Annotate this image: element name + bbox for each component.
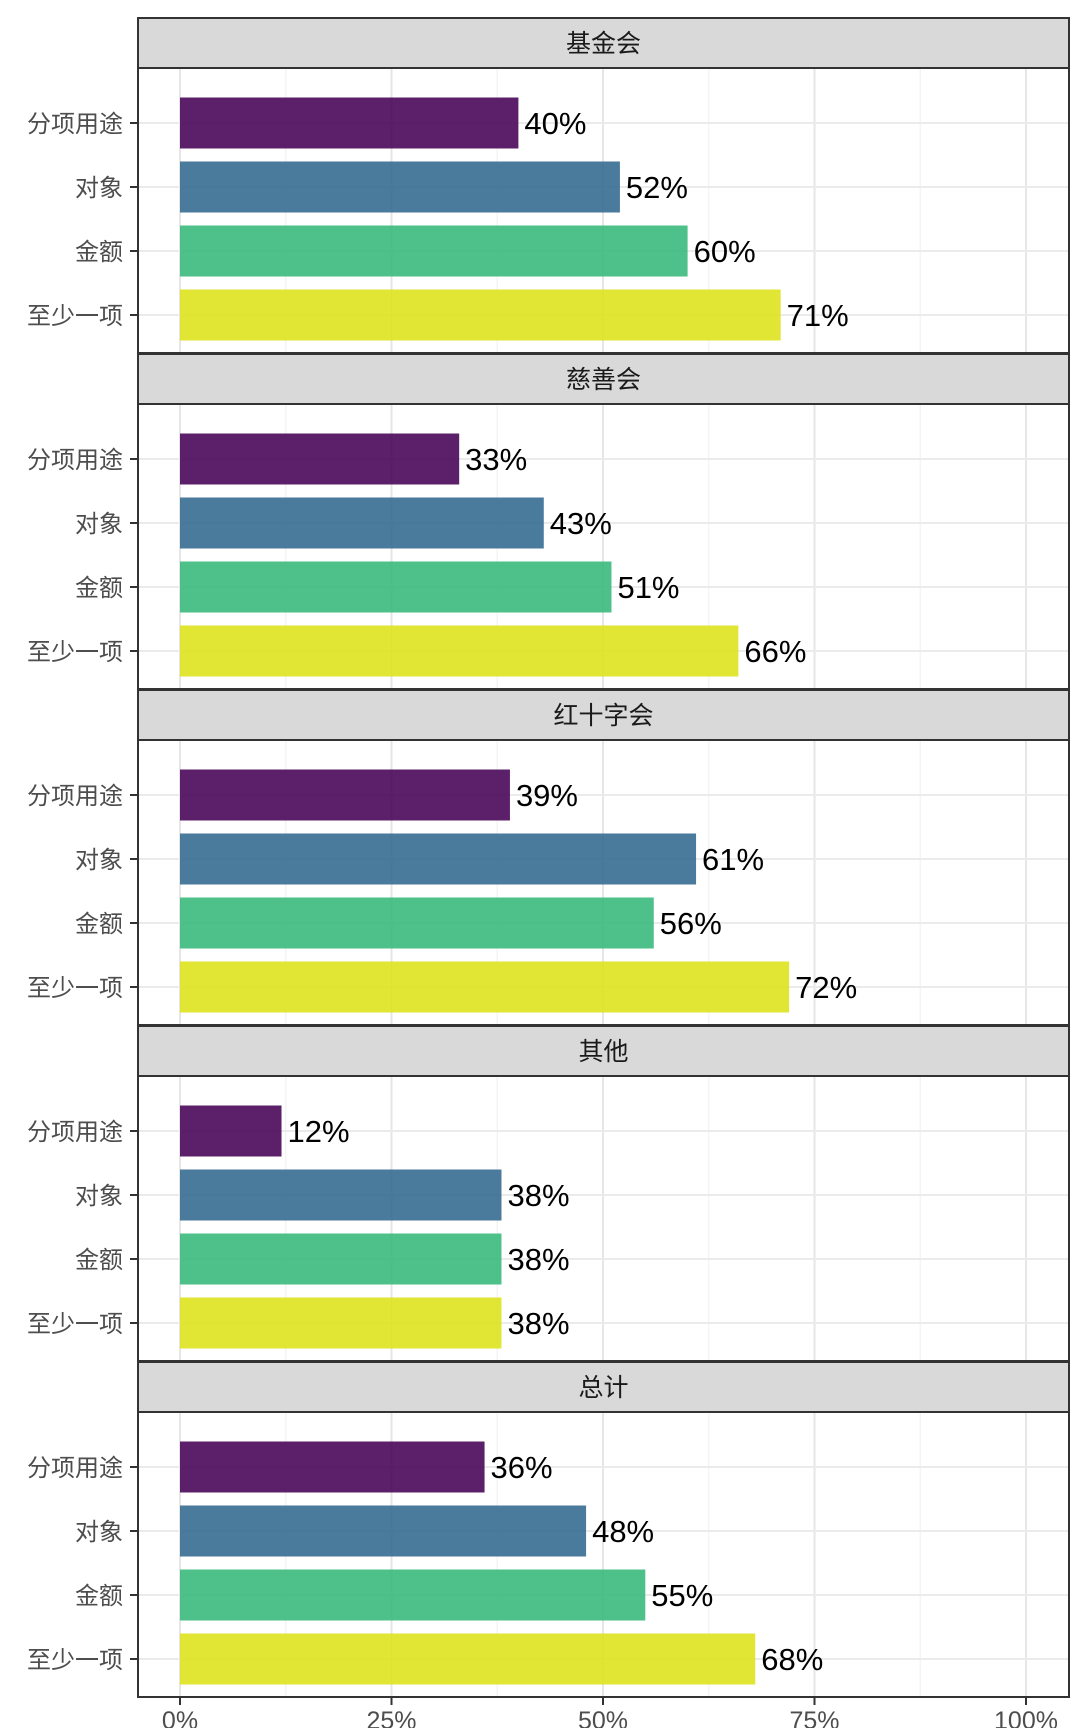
bar <box>180 161 620 213</box>
bar <box>180 1297 502 1349</box>
facet-title: 总计 <box>578 1373 628 1402</box>
data-label: 51% <box>617 570 679 605</box>
facet-panel-5: 总计 36% 分项用途 48% 对象 55% 金额 68% 至少一项 <box>27 1361 1070 1698</box>
facet-strip <box>137 17 1070 69</box>
category-label: 至少一项 <box>27 974 123 1002</box>
facet-title: 慈善会 <box>566 365 641 394</box>
category-label: 对象 <box>75 846 123 874</box>
category-label: 金额 <box>75 910 123 938</box>
facet-strip <box>137 689 1070 741</box>
data-label: 40% <box>524 106 586 141</box>
bar <box>180 1441 485 1493</box>
category-label: 金额 <box>75 238 123 266</box>
bar <box>180 1569 646 1621</box>
bar <box>180 625 739 677</box>
facet-strip <box>137 353 1070 405</box>
category-label: 对象 <box>75 1182 123 1210</box>
x-axis: 0% 25% 50% 75% 100% <box>162 1697 1058 1728</box>
bar <box>180 225 688 277</box>
category-label: 分项用途 <box>27 1454 123 1482</box>
category-label: 金额 <box>75 1582 123 1610</box>
category-label: 金额 <box>75 1246 123 1274</box>
data-label: 12% <box>288 1114 350 1149</box>
bar <box>180 1105 282 1157</box>
bar <box>180 433 460 485</box>
category-label: 至少一项 <box>27 1646 123 1674</box>
facet-title: 基金会 <box>566 29 641 58</box>
data-label: 61% <box>702 842 764 877</box>
bar <box>180 769 510 821</box>
data-label: 38% <box>507 1306 569 1341</box>
bar <box>180 897 654 949</box>
bar <box>180 289 781 341</box>
data-label: 38% <box>507 1242 569 1277</box>
x-tick-label: 75% <box>789 1707 839 1728</box>
data-label: 72% <box>795 970 857 1005</box>
category-label: 分项用途 <box>27 110 123 138</box>
bar <box>180 1233 502 1285</box>
data-label: 55% <box>651 1578 713 1613</box>
category-label: 对象 <box>75 174 123 202</box>
bar <box>180 1169 502 1221</box>
data-label: 52% <box>626 170 688 205</box>
bar <box>180 833 697 885</box>
data-label: 66% <box>744 634 806 669</box>
bar <box>180 97 519 149</box>
bar <box>180 497 544 549</box>
facet-title: 其他 <box>578 1037 628 1066</box>
category-label: 对象 <box>75 1518 123 1546</box>
category-label: 至少一项 <box>27 302 123 330</box>
category-label: 分项用途 <box>27 782 123 810</box>
data-label: 43% <box>550 506 612 541</box>
category-label: 对象 <box>75 510 123 538</box>
facet-strip <box>137 1025 1070 1077</box>
category-label: 至少一项 <box>27 1310 123 1338</box>
data-label: 60% <box>694 234 756 269</box>
data-label: 56% <box>660 906 722 941</box>
facet-panel-4: 其他 12% 分项用途 38% 对象 38% 金额 38% 至少一项 <box>27 1025 1070 1362</box>
category-label: 至少一项 <box>27 638 123 666</box>
x-tick-label: 50% <box>578 1707 628 1728</box>
bar <box>180 1633 756 1685</box>
x-tick-label: 0% <box>162 1707 198 1728</box>
category-label: 金额 <box>75 574 123 602</box>
facet-title: 红十字会 <box>553 701 653 730</box>
x-tick-label: 25% <box>366 1707 416 1728</box>
facet-panel-3: 红十字会 39% 分项用途 61% 对象 56% 金额 72% 至少一项 <box>27 689 1070 1026</box>
facet-panel-2: 慈善会 33% 分项用途 43% 对象 51% 金额 66% 至少一项 <box>27 353 1070 690</box>
data-label: 36% <box>491 1450 553 1485</box>
facet-panel-1: 基金会 40% 分项用途 52% 对象 60% 金额 71% 至少一项 <box>27 17 1070 354</box>
data-label: 39% <box>516 778 578 813</box>
data-label: 71% <box>787 298 849 333</box>
category-label: 分项用途 <box>27 446 123 474</box>
bar <box>180 561 612 613</box>
data-label: 38% <box>507 1178 569 1213</box>
data-label: 68% <box>761 1642 823 1677</box>
bar <box>180 961 790 1013</box>
data-label: 48% <box>592 1514 654 1549</box>
x-tick-label: 100% <box>994 1707 1058 1728</box>
facet-strip <box>137 1361 1070 1413</box>
data-label: 33% <box>465 442 527 477</box>
bar <box>180 1505 587 1557</box>
category-label: 分项用途 <box>27 1118 123 1146</box>
